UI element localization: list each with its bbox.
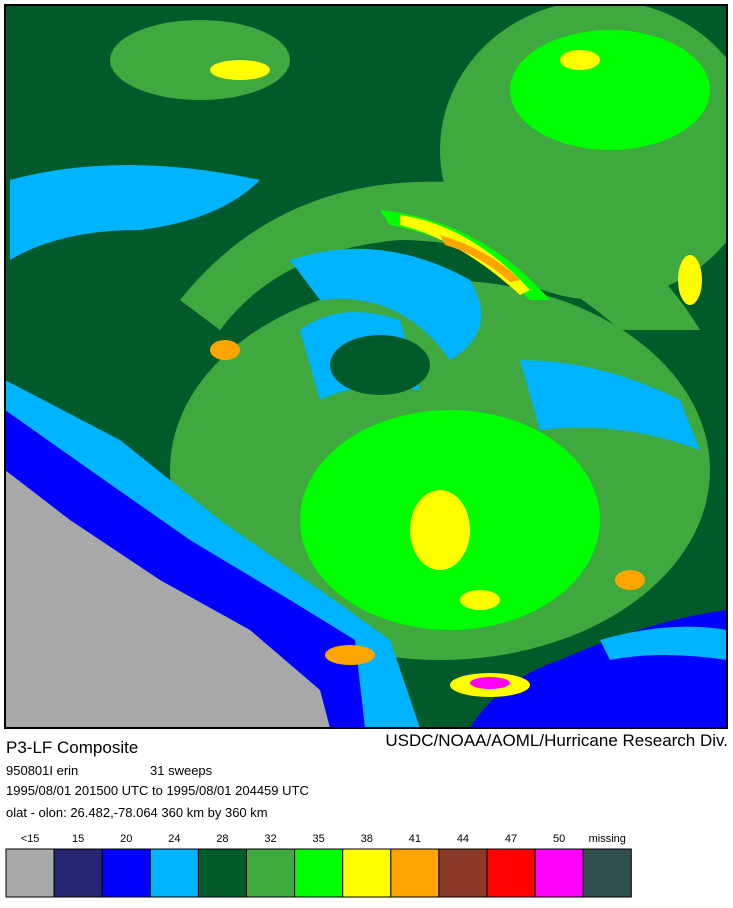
legend-label: 47	[505, 833, 517, 845]
legend-swatch	[53, 848, 103, 898]
legend-label: 32	[264, 833, 276, 845]
legend-label: missing	[589, 833, 626, 845]
time-range: 1995/08/01 201500 UTC to 1995/08/01 2044…	[6, 783, 309, 798]
legend-label: 44	[457, 833, 469, 845]
legend-swatch	[390, 848, 440, 898]
legend-label: 24	[168, 833, 180, 845]
legend-swatch	[534, 848, 584, 898]
legend-label: 15	[72, 833, 84, 845]
legend-label: 28	[216, 833, 228, 845]
legend-label: <15	[21, 833, 40, 845]
legend-swatch	[342, 848, 392, 898]
sweeps: 31 sweeps	[150, 763, 213, 778]
origin: olat - olon: 26.482,-78.064 360 km by 36…	[6, 805, 268, 820]
legend-swatch	[246, 848, 296, 898]
legend-swatch	[438, 848, 488, 898]
legend-label: 35	[313, 833, 325, 845]
legend-swatch	[486, 848, 536, 898]
credit: USDC/NOAA/AOML/Hurricane Research Div.	[385, 731, 728, 750]
legend-swatch	[197, 848, 247, 898]
legend-swatch	[149, 848, 199, 898]
legend-swatch	[5, 848, 55, 898]
radar-image	[5, 5, 727, 728]
color-legend: <15 15 20 24 28 32 35 38 41 44 47 50 missing	[5, 833, 632, 898]
legend-swatch	[101, 848, 151, 898]
legend-label: 20	[120, 833, 132, 845]
legend-swatch	[582, 848, 632, 898]
flight-id: 950801I erin	[6, 763, 78, 778]
title: P3-LF Composite	[6, 738, 138, 757]
legend-label: 41	[409, 833, 421, 845]
legend-label: 38	[361, 833, 373, 845]
legend-swatch	[294, 848, 344, 898]
image-border	[4, 4, 728, 729]
legend-label: 50	[553, 833, 565, 845]
